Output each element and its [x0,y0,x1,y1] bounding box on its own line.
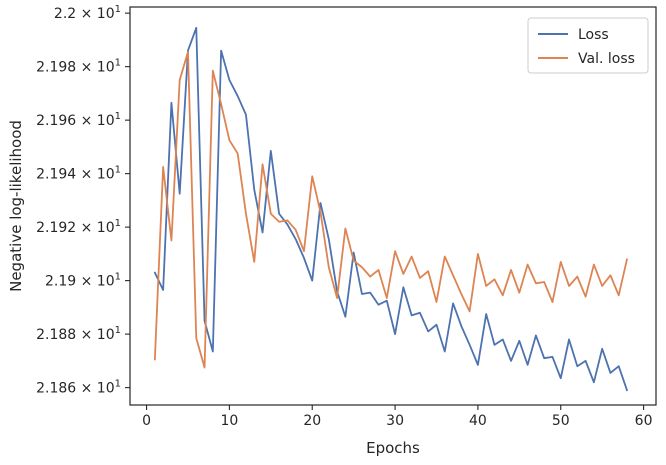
series-line-val-loss [153,51,628,369]
y-tick-label: 2.188 × 101 [36,325,121,343]
x-tick-label: 10 [220,413,238,429]
x-tick-label: 30 [386,413,404,429]
x-tick-label: 40 [469,413,487,429]
x-tick-label: 50 [552,413,570,429]
legend-label-val-loss: Val. loss [578,51,635,67]
y-tick-label: 2.192 × 101 [36,218,121,236]
y-tick-label: 2.196 × 101 [36,111,121,129]
x-axis-ticks: 0 10 20 30 40 50 60 [142,405,652,429]
y-tick-label: 2.194 × 101 [36,165,121,183]
legend: Loss Val. loss [527,17,649,74]
y-tick-label: 2.198 × 101 [36,58,121,76]
legend-label-loss: Loss [578,27,609,43]
series-layer [153,26,628,392]
x-tick-label: 20 [303,413,321,429]
y-axis-label: Negative log-likelihood [7,120,25,292]
x-axis-label: Epochs [366,439,420,457]
y-tick-label: 2.2 × 101 [54,4,121,22]
y-tick-label: 2.186 × 101 [36,379,121,397]
legend-box [527,17,649,74]
x-tick-label: 60 [635,413,653,429]
y-axis-ticks: 2.186 × 101 2.188 × 101 2.19 × 101 2.192 × … [36,4,130,397]
series-line-loss [153,26,628,392]
x-tick-label: 0 [142,413,151,429]
y-tick-label: 2.19 × 101 [45,272,121,290]
